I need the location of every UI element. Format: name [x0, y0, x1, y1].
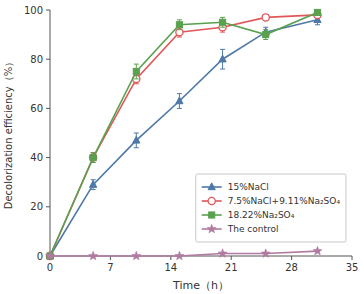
point — [262, 14, 269, 21]
y-axis-label: Decolorization efficiency（%） — [3, 57, 14, 209]
legend-label: The control — [227, 224, 279, 234]
x-tick — [291, 256, 292, 260]
x-tick — [352, 256, 353, 260]
legend-box — [196, 174, 346, 242]
y-tick-label: 100 — [24, 5, 43, 16]
x-tick — [231, 256, 232, 260]
point — [218, 249, 227, 257]
x-tick-label: 35 — [346, 262, 359, 273]
y-tick — [46, 157, 50, 158]
x-axis-label: Time（h） — [172, 279, 229, 292]
series-line — [50, 15, 317, 256]
chart-container: 0 7 14 21 28 35 0 20 40 60 80 100 Time（h） Decolorizat… — [0, 0, 364, 294]
point — [133, 136, 140, 143]
point — [314, 9, 320, 15]
x-tick-label: 7 — [107, 262, 113, 273]
axes: 0 7 14 21 28 35 0 20 40 60 80 100 — [24, 5, 358, 274]
error-bar — [220, 17, 225, 27]
legend-label: 18.22%Na₂SO₄ — [228, 210, 295, 220]
error-bar — [177, 20, 182, 30]
legend-marker — [209, 212, 215, 218]
legend: 15%NaCl 7.5%NaCl+9.11%Na₂SO₄ 18.22%Na₂SO₄ T… — [196, 174, 346, 242]
error-bar — [134, 64, 139, 79]
point — [132, 251, 141, 259]
error-bar — [263, 30, 268, 40]
point — [46, 251, 55, 259]
point — [261, 249, 270, 257]
point — [176, 29, 183, 36]
error-bar — [91, 153, 96, 163]
y-tick — [46, 108, 50, 109]
error-bar — [315, 10, 320, 15]
x-tick-label: 21 — [225, 262, 238, 273]
y-tick-label: 60 — [30, 103, 43, 114]
point — [313, 246, 322, 254]
chart: 0 7 14 21 28 35 0 20 40 60 80 100 Time（h） Decolorizat… — [0, 0, 364, 294]
x-tick-label: 14 — [164, 262, 177, 273]
series — [46, 246, 322, 259]
error-bar — [91, 153, 96, 163]
point — [90, 154, 97, 161]
y-tick-label: 0 — [37, 251, 43, 262]
legend-marker — [208, 183, 215, 190]
legend-item: 7.5%NaCl+9.11%Na₂SO₄ — [202, 196, 341, 206]
y-tick — [46, 206, 50, 207]
y-tick-label: 20 — [30, 201, 43, 212]
point — [90, 155, 96, 161]
point — [219, 55, 226, 62]
series-line — [50, 12, 317, 256]
legend-label: 7.5%NaCl+9.11%Na₂SO₄ — [228, 196, 341, 206]
point — [176, 97, 183, 104]
legend-label: 15%NaCl — [228, 182, 269, 192]
y-axis-line — [50, 10, 51, 256]
x-tick-label: 0 — [47, 262, 53, 273]
y-tick — [46, 10, 50, 11]
y-tick — [46, 59, 50, 60]
legend-item: 15%NaCl — [202, 182, 269, 192]
y-tick-label: 80 — [30, 54, 43, 65]
point — [89, 251, 98, 259]
point — [220, 19, 226, 25]
point — [175, 251, 184, 259]
legend-item: The control — [202, 224, 279, 234]
point — [133, 68, 139, 74]
legend-marker — [207, 224, 216, 232]
legend-item: 18.22%Na₂SO₄ — [202, 210, 295, 220]
x-tick-label: 28 — [285, 262, 298, 273]
point — [263, 32, 269, 38]
point — [90, 181, 97, 188]
y-tick-label: 40 — [30, 152, 43, 163]
point — [176, 22, 182, 28]
legend-marker — [208, 197, 215, 204]
